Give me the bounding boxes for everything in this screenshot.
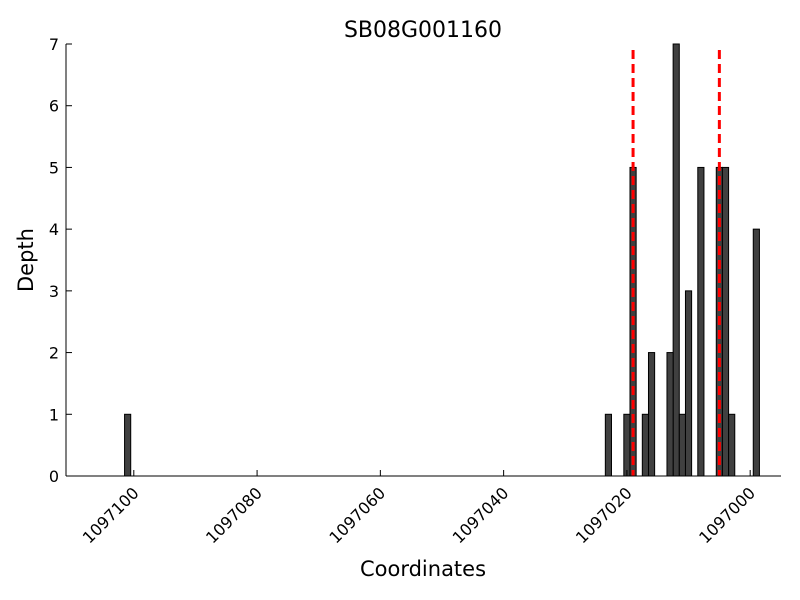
chart-title: SB08G001160 [344,18,502,43]
y-tick-label: 5 [49,158,59,177]
axes-layer [65,44,781,477]
bar [124,413,132,477]
bar [697,166,705,477]
bar [678,413,686,477]
bar [721,166,730,477]
bar [666,352,674,477]
x-tick-label: 1097040 [449,483,513,547]
bar [684,290,693,477]
x-tick-label: 1097060 [325,483,389,547]
x-tick-label: 1097080 [202,483,266,547]
y-tick-label: 3 [49,282,59,301]
bar [728,413,736,477]
bar [623,413,631,477]
reference-lines-layer [631,50,721,476]
x-tick-label: 1097000 [695,483,759,547]
y-tick-label: 2 [49,344,59,363]
bar [641,413,649,477]
y-axis-label: Depth [14,228,38,292]
y-tick-label: 0 [49,467,59,486]
bar [752,228,760,477]
y-tick-label: 7 [49,35,59,54]
x-tick-label: 1097020 [572,483,636,547]
bars-layer [124,43,760,477]
x-tick-label: 1097100 [79,483,143,547]
bar [647,352,656,477]
bar [672,43,680,477]
x-axis-label: Coordinates [360,557,486,581]
y-tick-label: 6 [49,97,59,116]
bar [604,413,612,477]
y-tick-label: 4 [49,220,59,239]
y-tick-label: 1 [49,405,59,424]
